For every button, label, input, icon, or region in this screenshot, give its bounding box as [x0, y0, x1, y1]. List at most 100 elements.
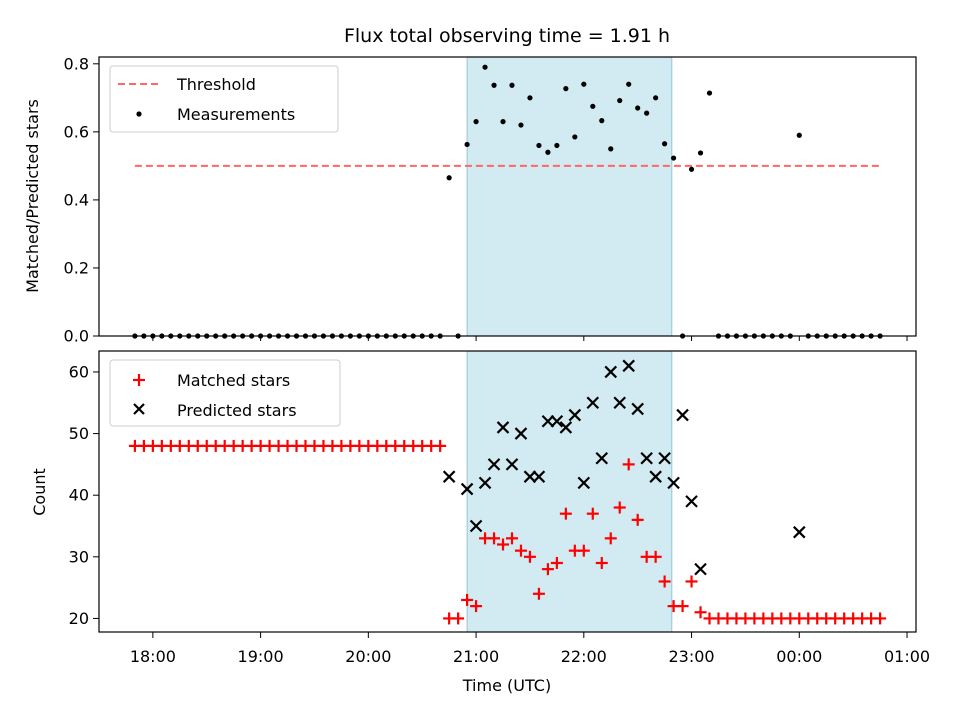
predicted-star-point — [685, 495, 698, 508]
matched-star-point — [434, 439, 447, 452]
matched-star-point — [559, 507, 572, 520]
matched-star-point — [541, 563, 554, 576]
measurement-point — [563, 86, 569, 92]
predicted-stars-points — [442, 359, 806, 576]
predicted-star-point — [676, 408, 689, 422]
matched-star-point — [694, 606, 707, 619]
legend-matched-label: Matched stars — [177, 371, 290, 390]
predicted-star-point — [460, 482, 474, 496]
legend-predicted-swatch — [133, 403, 145, 415]
matched-star-point — [595, 556, 608, 569]
measurement-point — [626, 81, 632, 87]
matched-star-point — [577, 544, 590, 557]
matched-star-point — [874, 612, 887, 625]
y-tick-label: 0.2 — [64, 258, 89, 277]
measurement-point — [518, 122, 524, 128]
measurement-point — [670, 155, 677, 161]
legend-measurements-swatch — [136, 111, 142, 117]
predicted-star-point — [532, 470, 546, 483]
bottom-panel: 20 30 40 50 60 18:00 19:00 20:00 21:00 22:00 23:0… — [30, 350, 930, 695]
top-y-axis-label: Matched/Predicted stars — [23, 99, 42, 293]
predicted-star-point — [541, 414, 555, 428]
predicted-star-point — [649, 470, 662, 483]
measurement-point — [446, 175, 452, 181]
predicted-star-point — [478, 476, 492, 490]
matched-star-point — [532, 587, 545, 600]
top-legend: Threshold Measurements — [109, 65, 339, 133]
matched-star-point — [452, 612, 465, 625]
predicted-star-point — [550, 414, 564, 428]
x-axis-label: Time (UTC) — [462, 676, 551, 695]
predicted-star-point — [631, 402, 644, 416]
measurement-point — [599, 118, 605, 124]
matched-star-point — [523, 550, 536, 563]
measurement-point — [554, 142, 560, 149]
measurement-point — [527, 95, 533, 101]
legend-threshold-label: Threshold — [176, 75, 256, 94]
predicted-star-point — [622, 359, 635, 373]
predicted-star-point — [505, 458, 519, 471]
predicted-star-point — [586, 396, 600, 410]
bottom-legend-box — [109, 359, 341, 427]
measurement-point — [688, 166, 695, 172]
legend-measurements-label: Measurements — [177, 105, 295, 124]
measurement-point — [572, 134, 578, 140]
predicted-star-point — [442, 470, 456, 483]
bottom-plot-frame — [98, 350, 917, 633]
bottom-y-axis-ticks: 20 30 40 50 60 — [69, 362, 99, 628]
matched-star-point — [622, 458, 635, 471]
measurement-point — [617, 97, 623, 104]
y-tick-label: 0.6 — [64, 122, 89, 141]
measurement-point — [473, 119, 479, 125]
matched-star-point — [613, 501, 626, 514]
measurement-point — [491, 82, 497, 88]
matched-star-point — [586, 507, 599, 520]
x-tick-label: 21:00 — [453, 647, 499, 666]
measurement-point — [662, 141, 668, 147]
bottom-legend: Matched stars Predicted stars — [109, 359, 341, 427]
predicted-star-point — [667, 476, 680, 490]
matched-star-point — [649, 550, 662, 563]
predicted-star-point — [469, 519, 483, 533]
x-tick-label: 01:00 — [884, 647, 930, 666]
matched-star-point — [604, 532, 617, 545]
bottom-y-axis-label: Count — [30, 468, 49, 516]
predicted-star-point — [559, 421, 573, 434]
top-observing-interval-shade — [466, 56, 673, 337]
predicted-star-point — [604, 365, 618, 379]
bottom-x-axis-ticks: 18:00 19:00 20:00 21:00 22:00 23:00 00:00 01:00 — [130, 632, 930, 666]
measurement-point — [482, 64, 488, 70]
x-tick-label: 20:00 — [345, 647, 391, 666]
measurement-point — [545, 149, 551, 155]
predicted-star-point — [640, 451, 653, 465]
measurement-point — [653, 95, 659, 101]
y-tick-label: 20 — [69, 609, 89, 628]
y-tick-label: 0.4 — [64, 190, 89, 209]
measurement-point — [500, 119, 506, 125]
matched-star-point — [631, 513, 644, 526]
predicted-star-point — [514, 427, 528, 440]
matched-star-point — [505, 532, 518, 545]
legend-predicted-label: Predicted stars — [177, 401, 297, 420]
bottom-observing-interval-shade — [466, 350, 673, 633]
y-tick-label: 30 — [69, 547, 89, 566]
x-tick-label: 00:00 — [776, 647, 822, 666]
predicted-star-point — [694, 562, 707, 576]
measurement-point — [509, 82, 515, 88]
matched-star-point — [497, 538, 510, 551]
x-tick-label: 18:00 — [130, 647, 176, 666]
y-tick-label: 50 — [69, 424, 89, 443]
top-panel: 0.00.20.40.60.8 Matched/Predicted stars … — [23, 54, 917, 346]
chart-title: Flux total observing time = 1.91 h — [344, 25, 670, 47]
predicted-star-point — [496, 421, 510, 434]
measurement-point — [581, 81, 587, 87]
predicted-star-point — [793, 525, 806, 539]
measurement-point — [536, 142, 542, 149]
measurement-point — [608, 146, 614, 152]
legend-matched-swatch — [133, 374, 145, 386]
matched-star-point — [658, 575, 671, 588]
top-x-axis-ticks — [152, 336, 908, 341]
top-plot-frame — [98, 56, 917, 337]
y-tick-label: 60 — [69, 362, 89, 381]
